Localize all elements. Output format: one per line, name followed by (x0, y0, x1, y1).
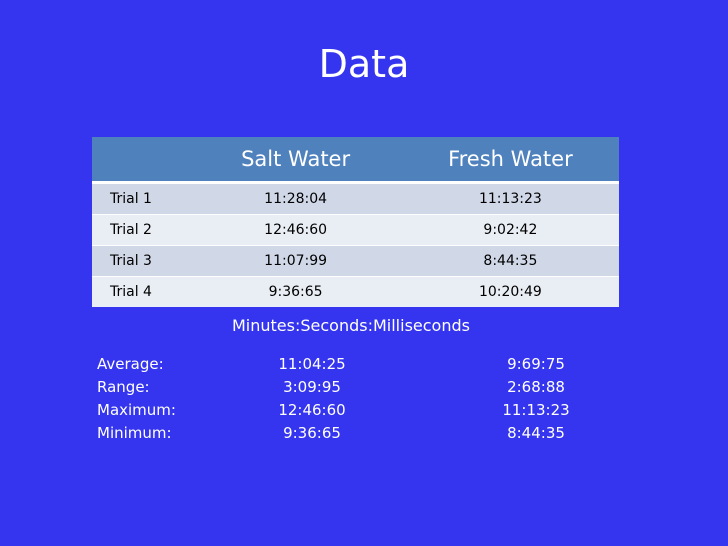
stat-row-minimum: Minimum: 9:36:65 8:44:35 (97, 424, 617, 447)
table-header-row: Salt Water Fresh Water (92, 137, 619, 183)
stat-row-maximum: Maximum: 12:46:60 11:13:23 (97, 401, 617, 424)
stat-salt-value: 3:09:95 (283, 378, 341, 396)
header-empty (92, 137, 190, 183)
salt-water-time: 12:46:60 (189, 214, 402, 245)
header-fresh-water: Fresh Water (401, 137, 619, 183)
header-salt-water: Salt Water (189, 137, 402, 183)
table-row: Trial 3 11:07:99 8:44:35 (92, 245, 619, 276)
stat-label: Maximum: (97, 401, 176, 419)
trial-label: Trial 3 (92, 245, 190, 276)
stat-fresh-value: 8:44:35 (507, 424, 565, 442)
table-row: Trial 2 12:46:60 9:02:42 (92, 214, 619, 245)
salt-water-time: 11:07:99 (189, 245, 402, 276)
stat-row-average: Average: 11:04:25 9:69:75 (97, 355, 617, 378)
summary-stats: Average: 11:04:25 9:69:75 Range: 3:09:95… (97, 355, 617, 447)
trial-label: Trial 1 (92, 183, 190, 214)
units-note: Minutes:Seconds:Milliseconds (232, 316, 470, 335)
stat-label: Range: (97, 378, 150, 396)
table-row: Trial 4 9:36:65 10:20:49 (92, 276, 619, 307)
salt-water-time: 11:28:04 (189, 183, 402, 214)
stat-label: Average: (97, 355, 164, 373)
table-row: Trial 1 11:28:04 11:13:23 (92, 183, 619, 214)
stat-salt-value: 11:04:25 (278, 355, 346, 373)
stat-label: Minimum: (97, 424, 172, 442)
fresh-water-time: 8:44:35 (401, 245, 619, 276)
fresh-water-time: 9:02:42 (401, 214, 619, 245)
trial-label: Trial 4 (92, 276, 190, 307)
salt-water-time: 9:36:65 (189, 276, 402, 307)
fresh-water-time: 11:13:23 (401, 183, 619, 214)
fresh-water-time: 10:20:49 (401, 276, 619, 307)
stat-fresh-value: 2:68:88 (507, 378, 565, 396)
stat-fresh-value: 9:69:75 (507, 355, 565, 373)
slide-title: Data (318, 42, 410, 86)
stat-salt-value: 12:46:60 (278, 401, 346, 419)
trial-label: Trial 2 (92, 214, 190, 245)
data-table: Salt Water Fresh Water Trial 1 11:28:04 … (92, 137, 619, 307)
stat-row-range: Range: 3:09:95 2:68:88 (97, 378, 617, 401)
stat-salt-value: 9:36:65 (283, 424, 341, 442)
stat-fresh-value: 11:13:23 (502, 401, 570, 419)
